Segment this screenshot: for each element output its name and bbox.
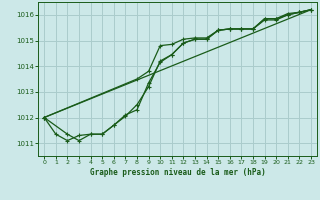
X-axis label: Graphe pression niveau de la mer (hPa): Graphe pression niveau de la mer (hPa) [90, 168, 266, 177]
